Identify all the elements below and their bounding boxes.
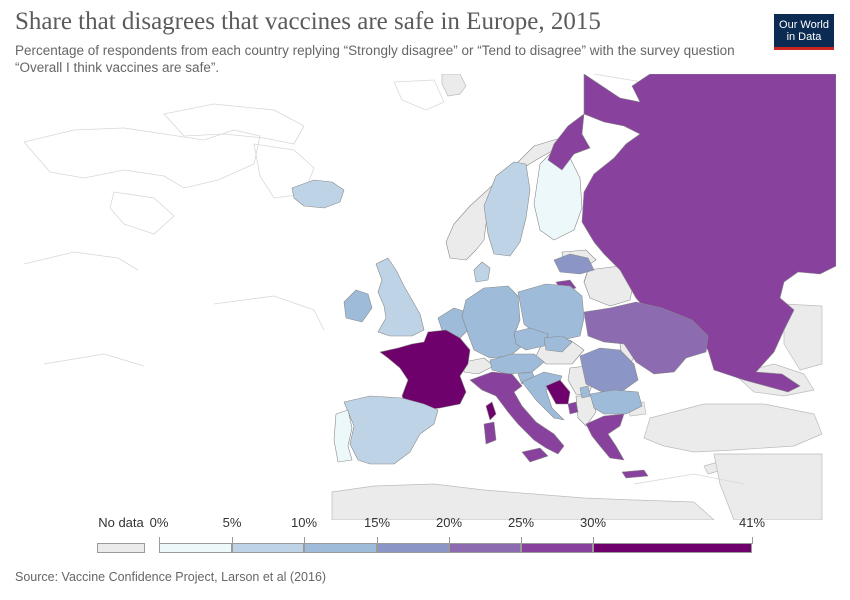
czechia[interactable] [513,327,549,351]
sicily[interactable] [521,447,549,463]
ireland[interactable] [343,289,373,323]
legend-tick-3: 15% [363,515,391,530]
iceland[interactable] [291,179,345,209]
legend-tick-mark [521,537,522,544]
legend-tick-4: 20% [435,515,463,530]
slovakia[interactable] [543,335,573,353]
sardinia[interactable] [483,421,497,445]
greece[interactable] [585,413,625,461]
legend-tick-mark [449,537,450,544]
legend-bin-15-20[interactable] [377,543,449,553]
kazakhstan [783,303,823,371]
germany[interactable] [461,285,523,359]
legend-tick-mark [377,537,378,544]
legend-no-data-swatch[interactable] [97,543,145,553]
source-note: Source: Vaccine Confidence Project, Lars… [15,570,327,584]
kosovo[interactable] [579,385,591,399]
legend-bin-25-30[interactable] [521,543,593,553]
legend-tick-mark [232,537,233,544]
legend-tick-1: 5% [222,515,242,530]
europe-map [23,74,836,520]
legend-tick-mark [159,537,160,544]
greenland-coast [441,74,467,97]
crete[interactable] [621,469,649,479]
montenegro[interactable] [567,401,579,415]
legend-tick-5: 25% [507,515,535,530]
turkey [643,403,823,453]
legend-tick-0: 0% [149,515,169,530]
corsica[interactable] [485,401,497,421]
chart-title: Share that disagrees that vaccines are s… [15,8,601,35]
united-kingdom[interactable] [375,257,425,337]
sweden[interactable] [483,161,531,257]
denmark[interactable] [473,261,491,283]
austria[interactable] [489,353,545,375]
legend-bin-10-15[interactable] [304,543,377,553]
portugal[interactable] [333,409,353,463]
color-legend: No data 0% 5% 10% 15% 20% 25% 30% 41% [0,508,850,558]
legend-tick-mark [752,537,753,544]
logo-line-2: in Data [786,30,822,43]
italy[interactable] [469,371,565,455]
vaccine-distrust-countries [291,74,836,479]
belarus-border [583,269,589,283]
legend-tick-6: 30% [579,515,607,530]
middle-east [713,453,823,520]
ukraine[interactable] [583,301,709,375]
legend-tick-7: 41% [738,515,766,530]
bulgaria[interactable] [589,389,643,415]
legend-bin-0-5[interactable] [159,543,232,553]
legend-no-data-label: No data [98,515,144,530]
legend-tick-mark [304,537,305,544]
legend-tick-2: 10% [290,515,318,530]
spain[interactable] [343,395,439,465]
legend-bin-20-25[interactable] [449,543,521,553]
owid-logo[interactable]: Our World in Data [774,14,834,50]
logo-line-1: Our World [779,18,829,31]
legend-bin-5-10[interactable] [232,543,304,553]
romania[interactable] [579,347,639,393]
bosnia[interactable] [545,379,571,405]
estonia-latvia[interactable] [553,253,595,275]
legend-bin-30-41[interactable] [593,543,752,553]
north-africa [331,483,715,520]
legend-tick-mark [593,537,594,544]
chart-subtitle: Percentage of respondents from each coun… [15,43,735,75]
